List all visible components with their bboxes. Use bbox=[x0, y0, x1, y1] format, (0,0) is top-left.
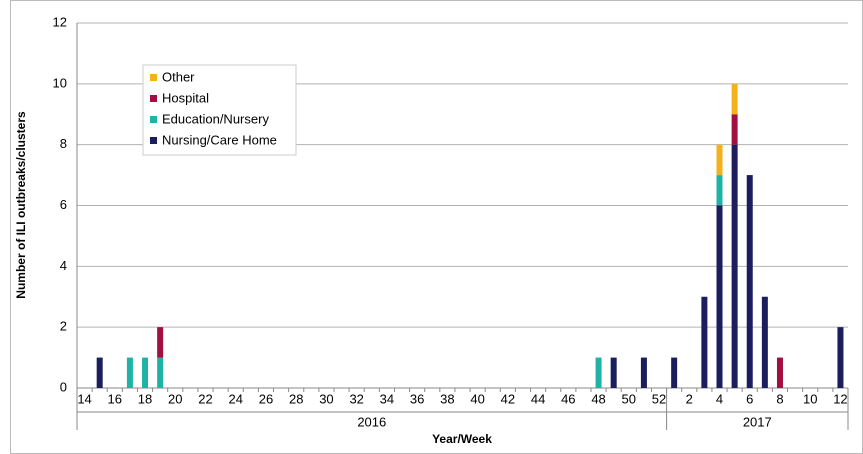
group-label: 2017 bbox=[743, 414, 772, 429]
x-tick-label: 30 bbox=[319, 391, 333, 406]
x-tick-label: 28 bbox=[289, 391, 303, 406]
y-tick-label: 6 bbox=[60, 197, 67, 212]
bar-segment bbox=[731, 114, 738, 145]
bar-segment bbox=[595, 357, 602, 388]
x-tick-label: 36 bbox=[410, 391, 424, 406]
x-tick-label: 10 bbox=[803, 391, 817, 406]
x-tick-label: 32 bbox=[349, 391, 363, 406]
legend-label: Nursing/Care Home bbox=[162, 132, 277, 147]
x-tick-label: 44 bbox=[531, 391, 545, 406]
x-tick-label: 2 bbox=[686, 391, 693, 406]
bar-segment bbox=[716, 175, 723, 206]
x-tick-label: 34 bbox=[380, 391, 394, 406]
x-tick-label: 8 bbox=[776, 391, 783, 406]
bar-segment bbox=[731, 83, 738, 115]
x-tick-label: 14 bbox=[77, 391, 91, 406]
legend-swatch bbox=[150, 74, 157, 81]
y-tick-label: 8 bbox=[60, 136, 67, 151]
legend-label: Other bbox=[162, 69, 195, 84]
bar-segment bbox=[126, 357, 133, 388]
x-tick-label: 12 bbox=[833, 391, 847, 406]
x-tick-label: 50 bbox=[622, 391, 636, 406]
bar-segment bbox=[142, 357, 149, 388]
bar-segment bbox=[157, 357, 164, 388]
x-tick-label: 16 bbox=[108, 391, 122, 406]
y-tick-label: 4 bbox=[60, 258, 67, 273]
bar-segment bbox=[610, 357, 617, 388]
bar-segment bbox=[746, 175, 753, 388]
x-tick-label: 40 bbox=[470, 391, 484, 406]
legend-swatch bbox=[150, 137, 157, 144]
x-tick-label: 38 bbox=[440, 391, 454, 406]
x-tick-label: 18 bbox=[138, 391, 152, 406]
bar-segment bbox=[731, 144, 738, 388]
x-tick-label: 52 bbox=[652, 391, 666, 406]
legend-box bbox=[142, 64, 297, 156]
bar-segment bbox=[776, 357, 783, 388]
x-tick-label: 48 bbox=[591, 391, 605, 406]
group-label: 2016 bbox=[357, 414, 386, 429]
bar-segment bbox=[701, 296, 708, 388]
y-tick-label: 0 bbox=[60, 379, 67, 394]
x-tick-label: 46 bbox=[561, 391, 575, 406]
bar-segment bbox=[716, 205, 723, 388]
x-tick-label: 22 bbox=[198, 391, 212, 406]
x-tick-label: 42 bbox=[501, 391, 515, 406]
bar-segment bbox=[716, 144, 723, 176]
legend-label: Education/Nursery bbox=[162, 111, 269, 126]
x-tick-label: 26 bbox=[259, 391, 273, 406]
x-tick-label: 20 bbox=[168, 391, 182, 406]
y-tick-label: 10 bbox=[53, 75, 67, 90]
bar-segment bbox=[640, 357, 647, 388]
y-tick-label: 12 bbox=[53, 14, 67, 29]
bar-segment bbox=[96, 357, 103, 388]
bar-segment bbox=[157, 327, 164, 358]
x-axis-label: Year/Week bbox=[432, 432, 492, 446]
x-tick-label: 24 bbox=[229, 391, 243, 406]
bar-segment bbox=[837, 327, 844, 388]
bar-segment bbox=[671, 357, 678, 388]
x-tick-label: 4 bbox=[716, 391, 723, 406]
x-tick-label: 6 bbox=[746, 391, 753, 406]
y-tick-label: 2 bbox=[60, 319, 67, 334]
y-axis-label: Number of ILI outbreaks/clusters bbox=[14, 111, 28, 299]
bar-segment bbox=[761, 296, 768, 388]
legend-swatch bbox=[150, 116, 157, 123]
legend-label: Hospital bbox=[162, 90, 209, 105]
legend-swatch bbox=[150, 95, 157, 102]
